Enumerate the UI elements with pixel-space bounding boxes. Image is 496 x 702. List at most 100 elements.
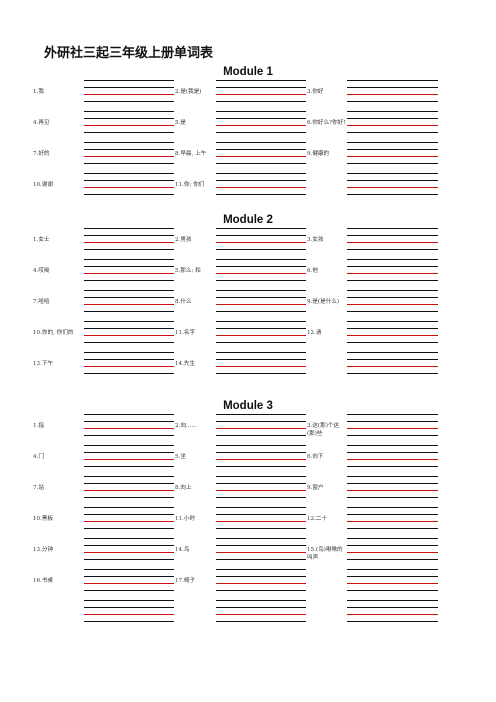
guide-line — [216, 466, 306, 467]
guide-line — [84, 149, 174, 150]
guide-line — [347, 342, 438, 343]
writing-lines[interactable] — [84, 538, 174, 562]
writing-lines[interactable] — [347, 414, 438, 438]
writing-lines[interactable] — [216, 290, 306, 314]
guide-line — [347, 173, 438, 174]
guide-line — [347, 111, 438, 112]
word-label: 3.这(那)个这(那)些 — [307, 423, 340, 437]
writing-lines[interactable] — [84, 600, 174, 624]
writing-lines[interactable] — [347, 259, 438, 283]
word-label: 16.书桌 — [33, 578, 54, 584]
guide-line — [84, 414, 174, 415]
guide-line — [84, 435, 174, 436]
guide-line — [84, 352, 174, 353]
writing-lines[interactable] — [216, 259, 306, 283]
writing-lines[interactable] — [347, 80, 438, 104]
guide-line — [84, 483, 174, 484]
writing-lines[interactable] — [216, 321, 306, 345]
module-heading: Module 3 — [223, 400, 273, 412]
writing-lines[interactable] — [347, 290, 438, 314]
guide-line — [216, 149, 306, 150]
red-guide-line — [347, 552, 438, 554]
writing-lines[interactable] — [216, 173, 306, 197]
writing-lines[interactable] — [84, 352, 174, 376]
writing-lines[interactable] — [216, 569, 306, 593]
writing-lines[interactable] — [347, 569, 438, 593]
writing-lines[interactable] — [216, 507, 306, 531]
writing-lines[interactable] — [347, 352, 438, 376]
writing-lines[interactable] — [216, 142, 306, 166]
writing-lines[interactable] — [347, 321, 438, 345]
writing-lines[interactable] — [84, 290, 174, 314]
writing-lines[interactable] — [347, 476, 438, 500]
module-heading: Module 1 — [223, 66, 273, 78]
writing-lines[interactable] — [84, 476, 174, 500]
guide-line — [347, 590, 438, 591]
writing-lines[interactable] — [84, 321, 174, 345]
word-label: 5.坐 — [175, 454, 186, 460]
guide-line — [347, 497, 438, 498]
word-label: 11.小时 — [175, 516, 196, 522]
writing-lines[interactable] — [347, 507, 438, 531]
guide-line — [216, 483, 306, 484]
red-guide-line — [84, 156, 174, 158]
guide-line — [84, 173, 174, 174]
writing-lines[interactable] — [347, 445, 438, 469]
red-guide-line — [84, 335, 174, 337]
writing-lines[interactable] — [84, 173, 174, 197]
guide-line — [84, 290, 174, 291]
guide-line — [216, 228, 306, 229]
writing-lines[interactable] — [84, 445, 174, 469]
writing-lines[interactable] — [84, 259, 174, 283]
writing-lines[interactable] — [216, 111, 306, 135]
guide-line — [347, 266, 438, 267]
guide-line — [216, 476, 306, 477]
writing-lines[interactable] — [347, 173, 438, 197]
writing-lines[interactable] — [347, 142, 438, 166]
writing-lines[interactable] — [216, 445, 306, 469]
writing-lines[interactable] — [84, 414, 174, 438]
writing-lines[interactable] — [216, 600, 306, 624]
guide-line — [216, 142, 306, 143]
guide-line — [347, 600, 438, 601]
writing-lines[interactable] — [84, 111, 174, 135]
word-label: 8.向上 — [175, 485, 192, 491]
writing-lines[interactable] — [216, 538, 306, 562]
writing-lines[interactable] — [216, 228, 306, 252]
writing-lines[interactable] — [216, 414, 306, 438]
guide-line — [216, 235, 306, 236]
guide-line — [84, 311, 174, 312]
red-guide-line — [216, 552, 306, 554]
writing-lines[interactable] — [347, 111, 438, 135]
writing-lines[interactable] — [216, 476, 306, 500]
writing-lines[interactable] — [84, 80, 174, 104]
word-label: 1.女士 — [33, 237, 50, 243]
guide-line — [216, 163, 306, 164]
writing-lines[interactable] — [84, 228, 174, 252]
writing-lines[interactable] — [347, 538, 438, 562]
guide-line — [347, 132, 438, 133]
guide-line — [216, 414, 306, 415]
writing-lines[interactable] — [84, 142, 174, 166]
guide-line — [216, 452, 306, 453]
writing-lines[interactable] — [347, 228, 438, 252]
guide-line — [84, 528, 174, 529]
guide-line — [84, 569, 174, 570]
guide-line — [216, 111, 306, 112]
guide-line — [84, 266, 174, 267]
guide-line — [216, 321, 306, 322]
red-guide-line — [347, 94, 438, 96]
red-guide-line — [84, 490, 174, 492]
guide-line — [347, 359, 438, 360]
guide-line — [347, 466, 438, 467]
writing-lines[interactable] — [84, 569, 174, 593]
guide-line — [84, 445, 174, 446]
guide-line — [216, 538, 306, 539]
guide-line — [347, 483, 438, 484]
writing-lines[interactable] — [84, 507, 174, 531]
writing-lines[interactable] — [347, 600, 438, 624]
module-heading: Module 2 — [223, 214, 273, 226]
guide-line — [84, 576, 174, 577]
writing-lines[interactable] — [216, 352, 306, 376]
writing-lines[interactable] — [216, 80, 306, 104]
